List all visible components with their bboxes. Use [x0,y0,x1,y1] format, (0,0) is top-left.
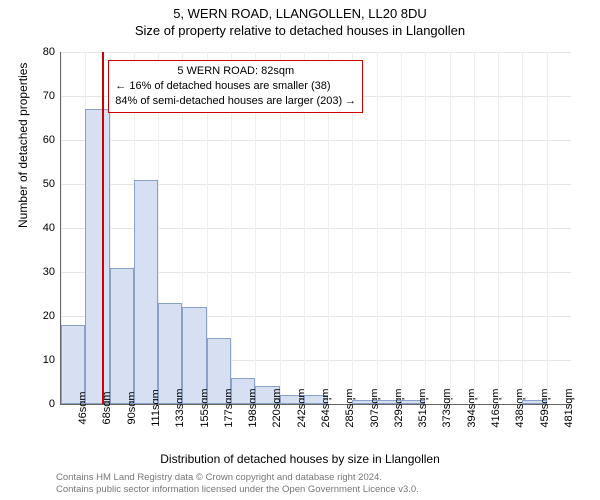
x-tick-label: 329sqm [393,388,405,427]
y-axis-label: Number of detached properties [16,63,30,228]
y-tick-label: 70 [43,90,55,102]
gridline-v [522,52,523,404]
y-tick-label: 10 [43,354,55,366]
histogram-bar [110,268,134,404]
x-tick-label: 285sqm [344,388,356,427]
x-tick-label: 394sqm [466,388,478,427]
annotation-line: 84% of semi-detached houses are larger (… [115,94,356,109]
histogram-bar [134,180,158,404]
address-title: 5, WERN ROAD, LLANGOLLEN, LL20 8DU [0,0,600,21]
y-tick-label: 80 [43,46,55,58]
plot-area: 0102030405060708046sqm68sqm90sqm111sqm13… [60,52,571,405]
annotation-line: 5 WERN ROAD: 82sqm [115,64,356,79]
y-tick-label: 60 [43,134,55,146]
y-tick-label: 20 [43,310,55,322]
x-tick-label: 459sqm [539,388,551,427]
gridline-v [450,52,451,404]
gridline-v [474,52,475,404]
y-tick-label: 50 [43,178,55,190]
chart-subtitle: Size of property relative to detached ho… [0,21,600,38]
marker-line [102,52,104,404]
histogram-bar [85,109,109,404]
x-tick-label: 264sqm [320,388,332,427]
footer: Contains HM Land Registry data © Crown c… [56,472,419,496]
x-tick-label: 373sqm [441,388,453,427]
x-tick-label: 351sqm [417,388,429,427]
x-tick-label: 307sqm [369,388,381,427]
x-tick-label: 481sqm [563,388,575,427]
chart-area: 0102030405060708046sqm68sqm90sqm111sqm13… [60,52,570,404]
annotation-line: ← 16% of detached houses are smaller (38… [115,79,356,94]
y-tick-label: 30 [43,266,55,278]
chart-container: 5, WERN ROAD, LLANGOLLEN, LL20 8DU Size … [0,0,600,500]
x-tick-label: 438sqm [514,388,526,427]
y-tick-label: 0 [49,398,55,410]
footer-line-1: Contains HM Land Registry data © Crown c… [56,472,419,484]
y-tick-label: 40 [43,222,55,234]
footer-line-2: Contains public sector information licen… [56,484,419,496]
gridline-h [61,52,571,53]
annotation-box: 5 WERN ROAD: 82sqm← 16% of detached hous… [108,60,363,113]
x-tick-label: 416sqm [490,388,502,427]
x-axis-label: Distribution of detached houses by size … [0,452,600,466]
gridline-v [401,52,402,404]
gridline-v [547,52,548,404]
gridline-v [498,52,499,404]
gridline-v [425,52,426,404]
gridline-h [61,140,571,141]
gridline-v [377,52,378,404]
